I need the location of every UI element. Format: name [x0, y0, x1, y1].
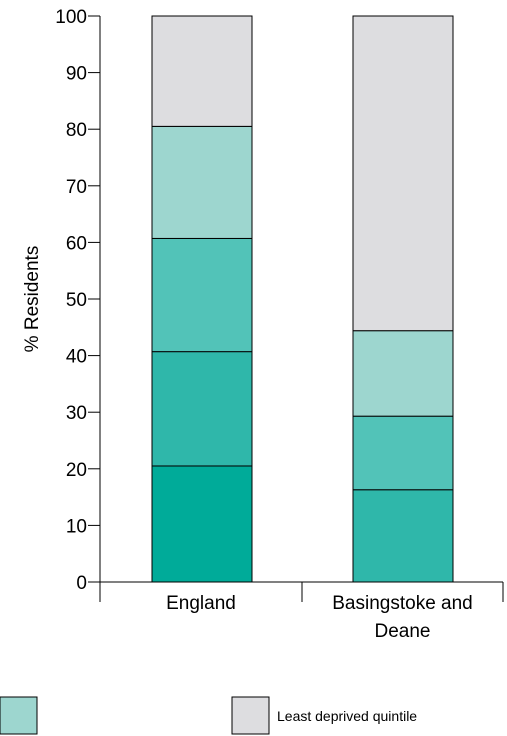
- legend-swatch: [231, 696, 270, 735]
- x-category-label: England: [166, 593, 236, 614]
- bar-segment: [151, 15, 253, 127]
- legend-swatch: [0, 696, 38, 735]
- y-tick-label: 40: [66, 347, 87, 368]
- bar-segment: [151, 351, 253, 467]
- y-tick-label: 10: [66, 516, 87, 537]
- bar-segment: [151, 125, 253, 239]
- y-tick-label: 60: [66, 233, 87, 254]
- bar-segment: [151, 465, 253, 583]
- bars: [151, 15, 454, 583]
- y-tick-label: 80: [66, 120, 87, 141]
- bar-segment: [352, 415, 454, 491]
- bar-segment: [352, 15, 454, 332]
- y-tick-label: 30: [66, 403, 87, 424]
- y-axis-title: % Residents: [22, 246, 43, 353]
- y-tick-label: 50: [66, 290, 87, 311]
- y-tick-label: 100: [55, 7, 87, 28]
- legend-label: Least deprived quintile: [277, 708, 417, 724]
- y-tick-label: 0: [76, 573, 87, 594]
- x-category-label: Basingstoke and: [332, 593, 473, 614]
- labels: 0 10 20 30 40 50 60 70 80 90 100 England Basingstoke…: [55, 7, 472, 642]
- legend: Least deprived quintile: [0, 696, 417, 735]
- bar-segment: [352, 330, 454, 417]
- x-category-label: Deane: [375, 621, 431, 642]
- y-tick-label: 20: [66, 460, 87, 481]
- y-tick-label: 90: [66, 64, 87, 85]
- bar-segment: [352, 489, 454, 583]
- y-tick-label: 70: [66, 177, 87, 198]
- bar-segment: [151, 237, 253, 353]
